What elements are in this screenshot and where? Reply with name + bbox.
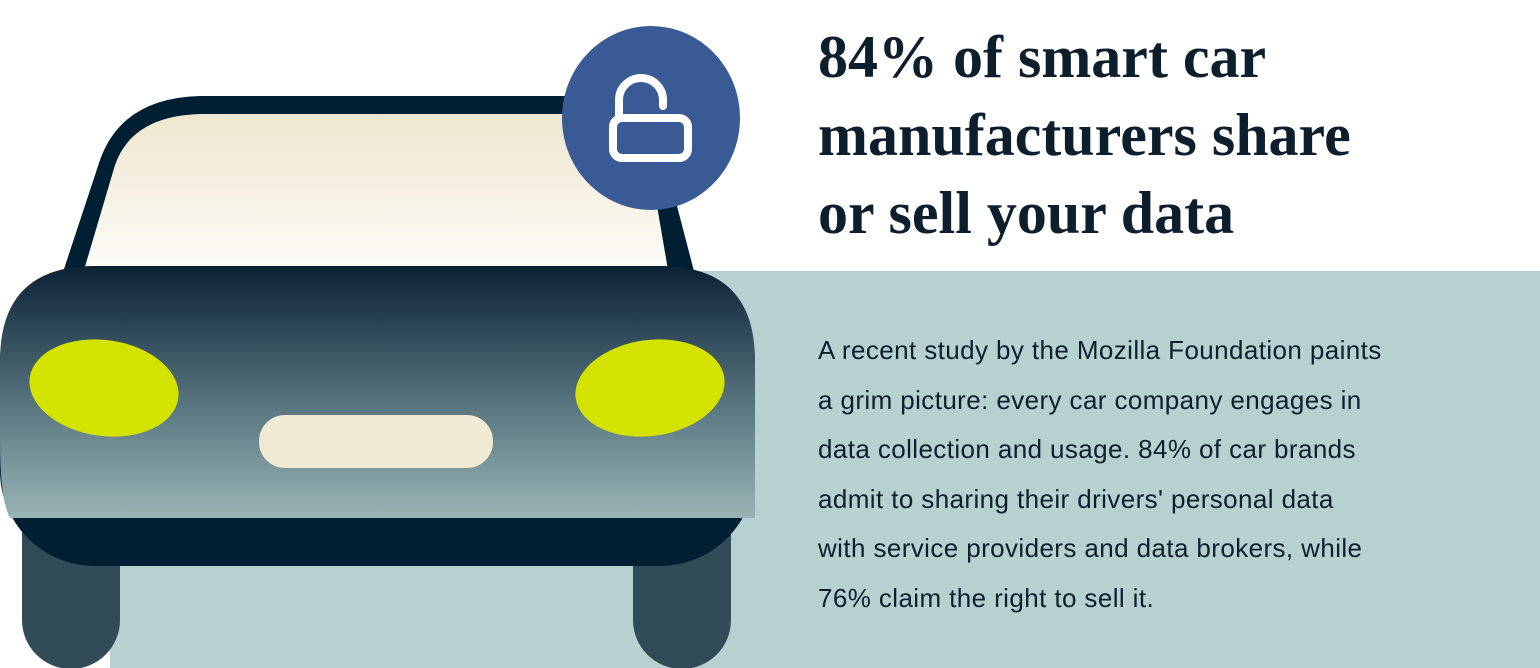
- body-line: with service providers and data brokers,…: [818, 533, 1363, 563]
- headline-line: 84% of smart car: [818, 24, 1267, 90]
- body-line: 76% claim the right to sell it.: [818, 582, 1155, 613]
- headline: 84% of smart car manufacturers share or …: [818, 18, 1351, 252]
- car-body: [0, 266, 755, 518]
- body-line: a grim picture: every car company engage…: [818, 384, 1362, 415]
- unlocked-padlock-icon: [562, 26, 740, 210]
- body-line: admit to sharing their drivers' personal…: [818, 483, 1334, 514]
- body-paragraph: A recent study by the Mozilla Foundation…: [818, 326, 1382, 623]
- headline-line: or sell your data: [818, 180, 1235, 246]
- right-headlight: [575, 339, 725, 437]
- windshield: [84, 114, 668, 270]
- left-headlight: [29, 339, 179, 437]
- body-line: data collection and usage. 84% of car br…: [818, 434, 1356, 464]
- license-plate: [259, 415, 493, 468]
- headline-line: manufacturers share: [818, 102, 1351, 168]
- body-line: A recent study by the Mozilla Foundation…: [818, 335, 1382, 365]
